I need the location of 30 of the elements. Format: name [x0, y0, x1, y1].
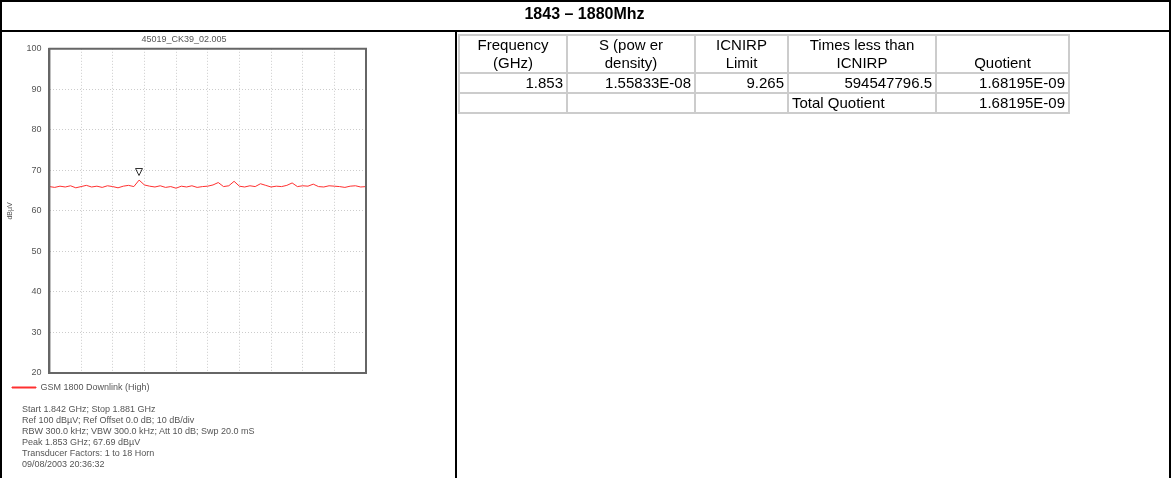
text: 9.265 — [695, 73, 788, 93]
text: 1.853 — [459, 73, 567, 93]
text: Quotient — [936, 35, 1069, 73]
legend-label: GSM 1800 Downlink (High) — [40, 381, 150, 392]
text: Frequency (GHz) — [459, 35, 567, 73]
y-tick-label: 90 — [31, 83, 42, 94]
text: 1.55833E-08 — [567, 73, 695, 93]
y-tick-label: 40 — [31, 286, 42, 297]
text: Ref 100 dBµV; Ref Offset 0.0 dB; 10 dB/div — [22, 415, 196, 426]
text: Start 1.842 GHz; Stop 1.881 GHz — [22, 404, 157, 415]
text: Transducer Factors: 1 to 18 Horn — [22, 448, 156, 459]
y-tick-label: 70 — [31, 164, 42, 175]
text: ICNIRP Limit — [695, 35, 788, 73]
text: RBW 300.0 kHz; VBW 300.0 kHz; Att 10 dB; Swp 20.0 mS — [22, 426, 255, 437]
text: 1.68195E-09 — [936, 73, 1069, 93]
y-tick-label: 60 — [31, 205, 42, 216]
y-tick-label: 100 — [26, 43, 42, 54]
text: Peak 1.853 GHz; 67.69 dBµV — [22, 437, 142, 448]
text: 594547796.5 — [788, 73, 936, 93]
text: 1843 – 1880Mhz — [0, 0, 1169, 32]
text: Total Quotient — [788, 93, 936, 113]
y-tick-label: 20 — [31, 367, 42, 378]
y-tick-label: 50 — [31, 245, 42, 256]
y-tick-label: 80 — [31, 124, 42, 135]
text: 1.68195E-09 — [936, 93, 1069, 113]
y-tick-label: 30 — [31, 326, 42, 337]
chart-subtitle: 45019_CK39_02.005 — [141, 33, 227, 44]
text: Times less than ICNIRP — [788, 35, 936, 73]
text: S (pow er density) — [567, 35, 695, 73]
text: 09/08/2003 20:36:32 — [22, 459, 106, 470]
